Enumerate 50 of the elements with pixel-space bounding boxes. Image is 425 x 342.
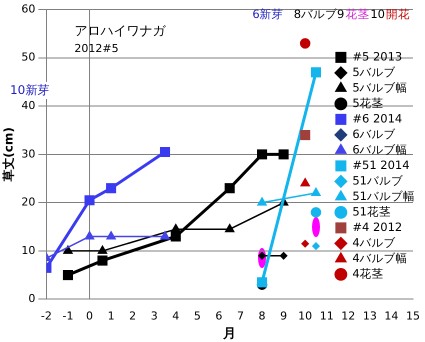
legend-label: #4 2012 [352, 220, 402, 234]
annotation: 6新芽 [252, 7, 284, 22]
text: アロハイワナガ [74, 22, 166, 40]
text: 2012#5 [74, 42, 119, 55]
y-axis-title: 草丈(cm) [1, 127, 16, 183]
x-tick-label: 0 [86, 310, 94, 323]
legend-label: 6バルブ [352, 126, 397, 141]
x-tick-label: 1 [108, 310, 115, 323]
legend-label: 4花茎 [352, 266, 384, 280]
x-axis-title: 月 [222, 326, 236, 342]
legend-label: #5 2013 [352, 49, 402, 64]
legend-label: 5花茎 [352, 96, 384, 110]
legend-label: 4バルブ幅 [352, 250, 408, 265]
legend-label: 51花茎 [352, 204, 392, 218]
x-tick-label: 13 [362, 310, 377, 323]
x-tick-label: -1 [62, 310, 74, 323]
x-tick-label: 11 [320, 310, 334, 323]
legend-label: 6バルブ幅 [352, 142, 408, 156]
legend-label: 51バルブ [352, 173, 404, 188]
y-tick-label: 0 [28, 292, 36, 306]
y-tick-label: 10 [21, 244, 36, 257]
x-tick-label: 5 [194, 310, 201, 323]
x-tick-label: 14 [384, 310, 398, 323]
x-tick-label: 7 [236, 310, 244, 323]
y-tick-label: 50 [21, 50, 36, 64]
legend-label: 51バルブ幅 [352, 188, 416, 203]
x-tick-label: 9 [280, 310, 288, 323]
annotation: 10新芽 [10, 82, 50, 99]
annotation: 花茎 [345, 7, 370, 22]
y-tick-label: 60 [21, 2, 36, 16]
y-tick-label: 40 [21, 98, 36, 112]
legend-label: 5バルブ幅 [352, 80, 408, 94]
legend-label: #6 2014 [352, 111, 402, 126]
x-tick-label: -2 [40, 310, 52, 323]
x-tick-label: 3 [150, 310, 158, 323]
legend-label: #51 2014 [352, 158, 410, 172]
y-tick-label: 30 [21, 147, 36, 160]
x-tick-label: 10 [298, 310, 312, 323]
x-tick-label: 6 [215, 310, 222, 323]
legend-label: 5バルブ [352, 64, 397, 79]
x-tick-label: 8 [258, 310, 266, 323]
annotation: 開花 [386, 7, 410, 22]
annotation: 8バルブ9 [294, 7, 344, 22]
x-tick-label: 2 [129, 310, 136, 323]
legend-label: 4バルブ [352, 235, 397, 250]
annotation: 10 [370, 7, 385, 21]
x-tick-label: 15 [406, 310, 420, 323]
y-tick-label: 20 [21, 196, 36, 209]
x-tick-label: 4 [172, 310, 180, 323]
x-tick-label: 12 [341, 310, 356, 323]
